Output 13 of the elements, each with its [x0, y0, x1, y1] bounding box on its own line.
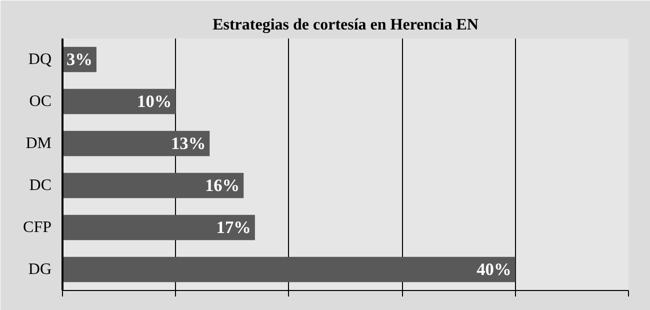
data-label: 16%	[204, 176, 240, 195]
chart-title: Estrategias de cortesía en Herencia EN	[212, 16, 479, 34]
data-label: 10%	[137, 92, 172, 111]
data-label: 3%	[66, 50, 92, 69]
y-tick-label: DG	[28, 261, 52, 278]
data-label: 13%	[171, 134, 206, 153]
y-tick-label: DQ	[28, 51, 52, 68]
y-tick-label: DC	[29, 177, 52, 194]
y-tick-label: OC	[29, 93, 52, 110]
y-tick-label: DM	[26, 135, 52, 152]
y-tick-label: CFP	[23, 219, 52, 236]
data-label: 40%	[476, 260, 512, 279]
data-label: 17%	[216, 218, 251, 237]
